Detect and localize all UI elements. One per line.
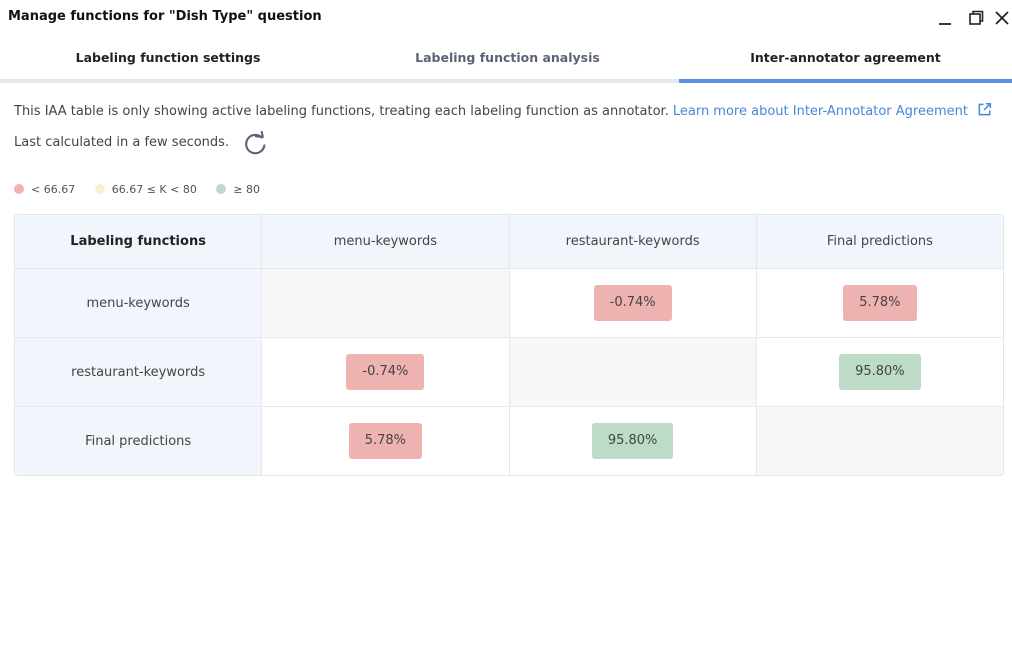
row-header: menu-keywords — [15, 269, 262, 337]
table-row: Final predictions 5.78% 95.80% — [15, 406, 1003, 475]
table-cell — [261, 269, 509, 337]
agreement-badge: 95.80% — [839, 354, 921, 390]
column-header: Final predictions — [755, 215, 1003, 268]
tab-underline — [0, 79, 336, 83]
row-header: restaurant-keywords — [15, 338, 262, 406]
table-cell — [508, 338, 756, 406]
table-cell: 95.80% — [508, 407, 756, 475]
tab-label: Labeling function settings — [75, 50, 261, 65]
legend-item-low: < 66.67 — [14, 183, 75, 196]
tab-underline — [336, 79, 679, 83]
minimize-icon[interactable] — [935, 8, 955, 28]
table-corner-header: Labeling functions — [15, 215, 262, 268]
agreement-badge: -0.74% — [346, 354, 425, 390]
refresh-icon[interactable] — [242, 131, 269, 158]
title-bar: Manage functions for "Dish Type" questio… — [0, 0, 1012, 36]
agreement-badge: 5.78% — [843, 285, 917, 321]
column-header: restaurant-keywords — [508, 215, 756, 268]
legend-item-mid: 66.67 ≤ K < 80 — [94, 183, 197, 196]
table-header-row: Labeling functions menu-keywords restaur… — [15, 215, 1003, 268]
table-cell — [755, 407, 1003, 475]
legend-dot-icon — [216, 184, 227, 194]
table-cell: 5.78% — [755, 269, 1003, 337]
tab-labeling-function-settings[interactable]: Labeling function settings — [0, 40, 336, 83]
table-cell: 5.78% — [261, 407, 509, 475]
tab-labeling-function-analysis[interactable]: Labeling function analysis — [336, 40, 679, 83]
legend-item-high: ≥ 80 — [216, 183, 260, 196]
legend-dot-icon — [94, 184, 105, 194]
tab-inter-annotator-agreement[interactable]: Inter-annotator agreement — [679, 40, 1012, 83]
agreement-badge: 95.80% — [591, 423, 674, 459]
agreement-badge: 5.78% — [348, 423, 423, 459]
tab-bar: Labeling function settings Labeling func… — [0, 40, 1012, 83]
close-icon[interactable] — [992, 8, 1012, 28]
table-cell: -0.74% — [261, 338, 509, 406]
table-cell: 95.80% — [755, 338, 1003, 406]
tab-label: Labeling function analysis — [415, 50, 600, 65]
table-row: menu-keywords -0.74% 5.78% — [15, 268, 1003, 337]
learn-more-link[interactable]: Learn more about Inter-Annotator Agreeme… — [672, 104, 968, 119]
info-text: This IAA table is only showing active la… — [14, 102, 992, 119]
tab-underline-active — [679, 79, 1012, 83]
legend: < 66.67 66.67 ≤ K < 80 ≥ 80 — [14, 183, 276, 196]
row-header: Final predictions — [15, 407, 262, 475]
dialog-title: Manage functions for "Dish Type" questio… — [8, 9, 322, 24]
table-cell: -0.74% — [508, 269, 756, 337]
agreement-badge: -0.74% — [593, 285, 672, 321]
iaa-table: Labeling functions menu-keywords restaur… — [14, 214, 1004, 476]
restore-icon[interactable] — [966, 8, 986, 28]
column-header: menu-keywords — [261, 215, 509, 268]
last-calculated-text: Last calculated in a few seconds. — [14, 135, 230, 150]
tab-label: Inter-annotator agreement — [750, 50, 941, 65]
legend-dot-icon — [14, 184, 24, 194]
table-row: restaurant-keywords -0.74% 95.80% — [15, 337, 1003, 406]
info-description: This IAA table is only showing active la… — [14, 104, 669, 119]
external-link-icon[interactable] — [977, 102, 992, 117]
